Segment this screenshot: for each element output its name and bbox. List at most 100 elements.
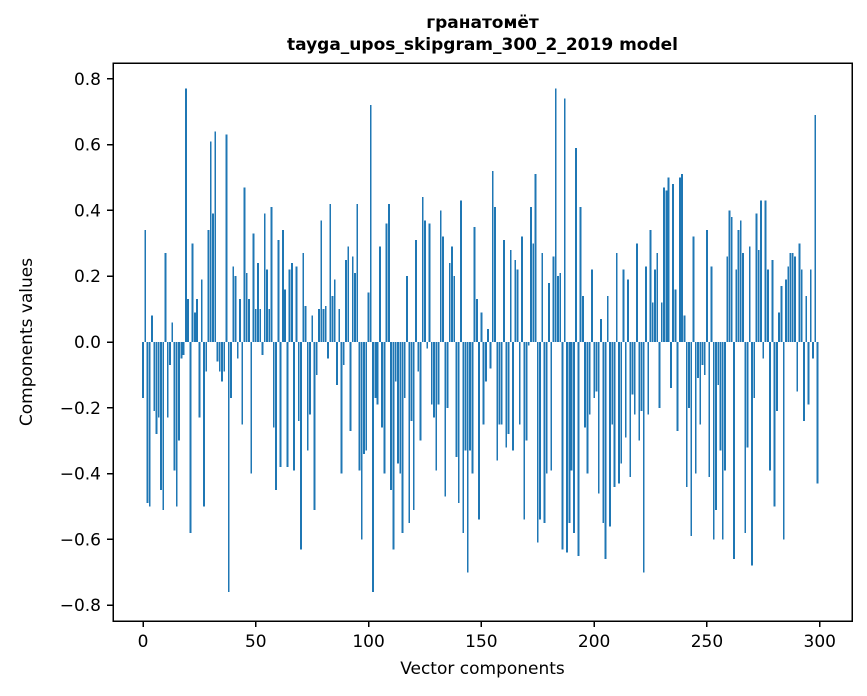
bar bbox=[575, 147, 578, 342]
bar bbox=[381, 342, 384, 428]
bar bbox=[383, 342, 386, 474]
bar bbox=[624, 342, 627, 438]
bar bbox=[800, 269, 803, 342]
bar bbox=[568, 342, 571, 523]
bar bbox=[728, 210, 731, 342]
bar bbox=[805, 295, 808, 342]
bar bbox=[155, 342, 158, 435]
bar bbox=[198, 342, 201, 418]
bar bbox=[602, 342, 605, 523]
bar bbox=[469, 342, 471, 451]
bar bbox=[787, 266, 790, 342]
bar bbox=[417, 342, 420, 372]
bar bbox=[622, 269, 625, 342]
bar bbox=[412, 342, 415, 510]
bar bbox=[554, 88, 557, 342]
bar bbox=[455, 342, 458, 458]
bar bbox=[579, 207, 582, 342]
bar bbox=[615, 253, 618, 342]
bar bbox=[733, 342, 735, 560]
bar bbox=[660, 302, 663, 342]
bar bbox=[730, 216, 733, 342]
bar bbox=[627, 279, 629, 342]
y-tick-label: 0.8 bbox=[74, 70, 101, 90]
bar bbox=[755, 213, 758, 342]
y-tick-label: −0.4 bbox=[60, 465, 101, 485]
bar bbox=[288, 269, 291, 342]
bar bbox=[259, 309, 262, 342]
bar bbox=[221, 342, 223, 382]
bar bbox=[175, 342, 178, 507]
x-axis-ticks: 0 50 100 150 200 250 300 bbox=[138, 621, 836, 652]
bar bbox=[500, 342, 503, 425]
bar bbox=[794, 256, 796, 342]
bar bbox=[203, 342, 205, 507]
y-tick-label: 0.2 bbox=[74, 267, 101, 287]
bar bbox=[514, 259, 517, 342]
bar bbox=[345, 259, 347, 342]
bar bbox=[279, 342, 282, 468]
bar bbox=[209, 141, 212, 342]
bar bbox=[261, 342, 264, 356]
bar bbox=[435, 342, 438, 471]
bar bbox=[521, 236, 523, 342]
bar bbox=[178, 342, 180, 441]
bar bbox=[712, 342, 715, 540]
bar bbox=[523, 342, 526, 520]
bar bbox=[212, 213, 214, 342]
bar bbox=[780, 286, 783, 342]
bar bbox=[751, 342, 753, 566]
bar bbox=[252, 233, 255, 342]
bar bbox=[647, 342, 650, 415]
bar bbox=[293, 342, 296, 471]
bar bbox=[336, 342, 338, 385]
bar bbox=[171, 322, 174, 342]
bar bbox=[254, 309, 257, 342]
x-tick-label: 0 bbox=[138, 632, 149, 652]
bar bbox=[785, 279, 787, 342]
bar bbox=[487, 328, 490, 342]
bar bbox=[557, 276, 559, 342]
bar bbox=[769, 342, 772, 471]
bar bbox=[173, 342, 176, 471]
bar bbox=[421, 197, 424, 342]
bar bbox=[331, 295, 334, 342]
bar bbox=[363, 342, 365, 454]
bar bbox=[611, 342, 614, 425]
bar bbox=[464, 342, 467, 451]
bar bbox=[304, 305, 307, 342]
bar bbox=[164, 253, 167, 342]
bar bbox=[775, 342, 778, 412]
bar bbox=[746, 342, 749, 448]
bar bbox=[148, 342, 151, 507]
bar bbox=[593, 342, 596, 398]
bar bbox=[503, 240, 505, 342]
bar bbox=[428, 223, 431, 342]
bar bbox=[699, 342, 702, 425]
bar bbox=[263, 213, 266, 342]
bar bbox=[484, 342, 487, 382]
bar bbox=[451, 246, 453, 342]
bar bbox=[719, 342, 722, 451]
bar bbox=[403, 342, 406, 398]
y-tick-label: 0.0 bbox=[74, 333, 101, 353]
bar bbox=[638, 342, 641, 441]
bar bbox=[218, 342, 221, 372]
y-tick-label: 0.6 bbox=[74, 136, 101, 156]
bar bbox=[354, 272, 356, 342]
bar bbox=[552, 256, 555, 342]
bar bbox=[735, 269, 738, 342]
bar bbox=[227, 342, 230, 593]
bar bbox=[600, 318, 602, 342]
bar bbox=[642, 342, 645, 573]
bar bbox=[701, 342, 704, 366]
bar bbox=[146, 342, 149, 504]
bar bbox=[766, 269, 769, 342]
bar bbox=[674, 289, 677, 342]
bar bbox=[710, 266, 713, 342]
bar bbox=[200, 279, 203, 342]
bar bbox=[561, 342, 564, 550]
bar bbox=[771, 259, 774, 342]
bar bbox=[250, 342, 253, 474]
